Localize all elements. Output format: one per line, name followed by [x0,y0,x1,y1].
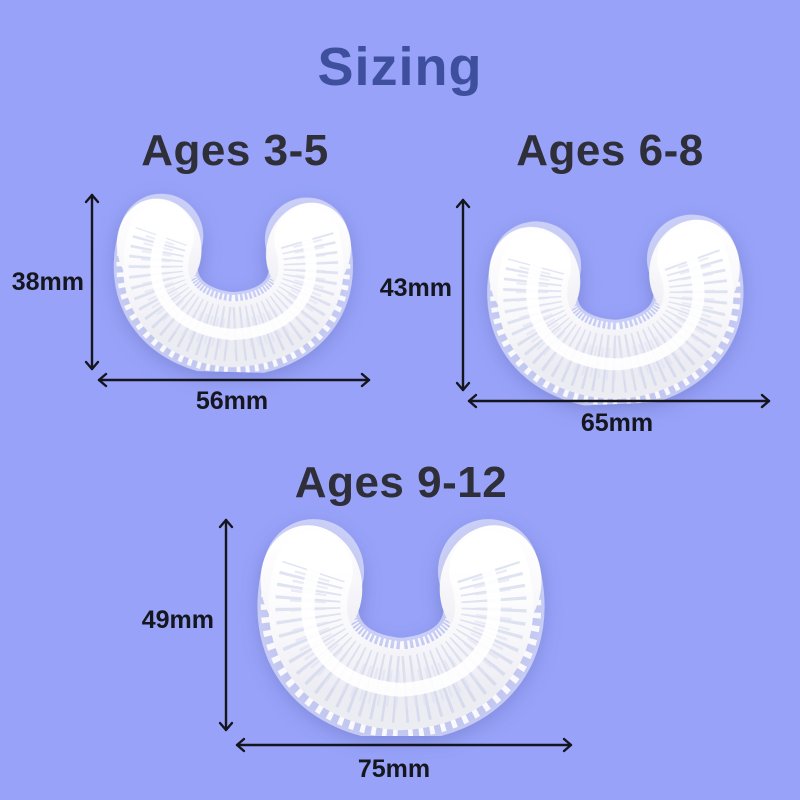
width-dimension-arrow [235,737,573,753]
height-dimension-arrow [84,193,100,371]
height-measurement: 49mm [141,606,214,634]
age-range-label: Ages 3-5 [141,126,329,175]
page-title: Sizing [317,37,483,97]
age-range-label: Ages 6-8 [516,126,704,175]
toothbrush-head-photo [257,519,545,736]
height-dimension-arrow [455,198,471,392]
toothbrush-head-photo [487,214,744,409]
height-dimension-arrow [218,518,234,732]
width-measurement: 56mm [195,387,269,415]
width-measurement: 65mm [580,409,654,437]
width-measurement: 75mm [357,755,431,783]
height-measurement: 43mm [379,274,452,302]
toothbrush-head-photo [113,193,353,376]
height-measurement: 38mm [11,268,84,296]
width-dimension-arrow [97,372,371,388]
width-dimension-arrow [467,393,771,409]
age-range-label: Ages 9-12 [294,458,508,507]
